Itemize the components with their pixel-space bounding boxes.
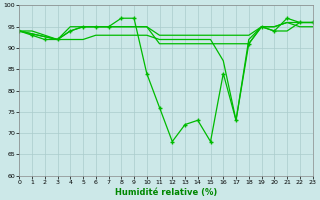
- X-axis label: Humidité relative (%): Humidité relative (%): [115, 188, 217, 197]
